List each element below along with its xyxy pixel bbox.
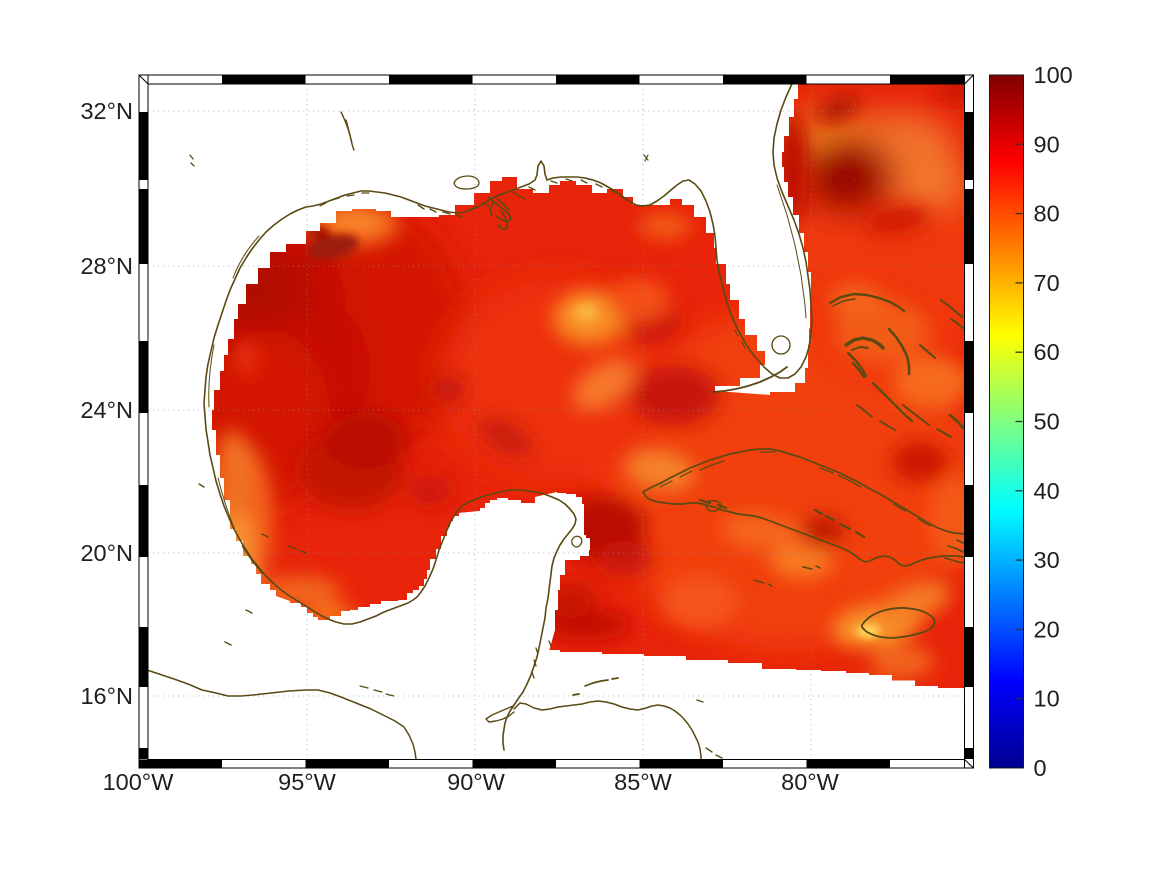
svg-text:95°W: 95°W bbox=[278, 769, 337, 795]
svg-text:80: 80 bbox=[1034, 201, 1060, 227]
svg-text:90: 90 bbox=[1034, 131, 1060, 157]
svg-text:32°N: 32°N bbox=[80, 98, 133, 124]
svg-text:0: 0 bbox=[1034, 755, 1047, 781]
svg-text:20°N: 20°N bbox=[80, 540, 133, 566]
svg-text:50: 50 bbox=[1034, 409, 1060, 435]
svg-text:30: 30 bbox=[1034, 547, 1060, 573]
svg-text:24°N: 24°N bbox=[80, 397, 133, 423]
svg-text:85°W: 85°W bbox=[614, 769, 673, 795]
svg-text:28°N: 28°N bbox=[80, 253, 133, 279]
svg-text:100°W: 100°W bbox=[103, 769, 175, 795]
svg-text:80°W: 80°W bbox=[781, 769, 840, 795]
svg-text:40: 40 bbox=[1034, 478, 1060, 504]
svg-text:100: 100 bbox=[1034, 62, 1073, 88]
svg-text:16°N: 16°N bbox=[80, 683, 133, 709]
svg-text:10: 10 bbox=[1034, 686, 1060, 712]
svg-text:90°W: 90°W bbox=[447, 769, 506, 795]
svg-text:20: 20 bbox=[1034, 616, 1060, 642]
svg-text:60: 60 bbox=[1034, 339, 1060, 365]
svg-text:70: 70 bbox=[1034, 270, 1060, 296]
